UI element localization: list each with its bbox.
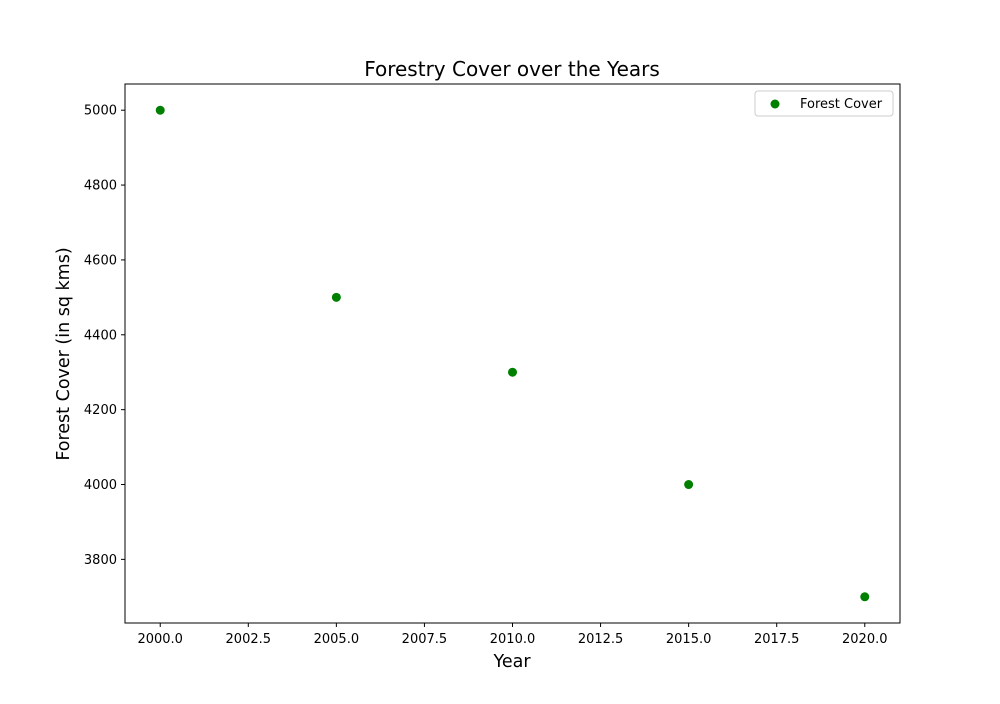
y-axis-ticks: 3800 4000 4200 4400 4600 4800 5000 xyxy=(84,104,125,568)
data-point xyxy=(860,592,870,602)
x-tick-label: 2000.0 xyxy=(137,632,183,647)
x-tick-label: 2005.0 xyxy=(314,632,360,647)
x-tick-label: 2010.0 xyxy=(490,632,536,647)
x-tick-label: 2007.5 xyxy=(402,632,448,647)
legend-box xyxy=(754,90,894,117)
y-tick-label: 4200 xyxy=(84,403,117,418)
data-points xyxy=(155,105,870,602)
x-tick-label: 2017.5 xyxy=(754,632,800,647)
y-tick-label: 4600 xyxy=(84,253,117,268)
y-tick-label: 4800 xyxy=(84,179,117,194)
data-point xyxy=(508,367,517,377)
y-tick-label: 3800 xyxy=(84,553,117,568)
data-point xyxy=(155,105,165,115)
legend-marker xyxy=(770,99,780,109)
x-tick-label: 2015.0 xyxy=(666,632,712,647)
y-axis-label: Forest Cover (in sq kms) xyxy=(54,247,74,460)
legend-label: Forest Cover xyxy=(800,97,883,112)
data-point xyxy=(331,292,341,302)
y-tick-label: 4000 xyxy=(84,478,117,493)
y-tick-label: 5000 xyxy=(84,104,117,119)
x-axis-ticks: 2000.0 2002.5 2005.0 2007.5 2010.0 2012.5 2015… xyxy=(137,623,888,647)
x-tick-label: 2020.0 xyxy=(842,632,888,647)
legend: Forest Cover xyxy=(754,90,894,117)
data-point xyxy=(684,480,694,490)
y-tick-label: 4400 xyxy=(84,328,117,343)
x-axis-label: Year xyxy=(492,652,531,672)
chart-title: Forestry Cover over the Years xyxy=(364,57,660,81)
x-tick-label: 2002.5 xyxy=(226,632,272,647)
x-tick-label: 2012.5 xyxy=(578,632,624,647)
plot-area-frame xyxy=(124,83,901,624)
